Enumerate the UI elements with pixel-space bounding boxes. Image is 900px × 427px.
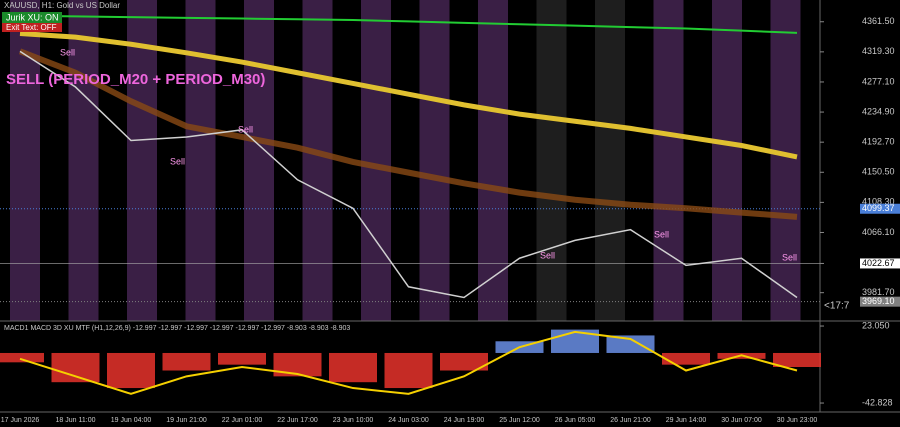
y-tick-label: 4361.50 bbox=[862, 16, 895, 26]
histogram-bar bbox=[273, 352, 322, 377]
price-box bbox=[860, 258, 900, 269]
sell-label: Sell bbox=[170, 156, 185, 166]
sell-label: Sell bbox=[60, 47, 75, 57]
toggle-bg[interactable] bbox=[2, 23, 62, 32]
histogram-bar bbox=[162, 352, 211, 371]
histogram-bar bbox=[0, 352, 44, 363]
x-tick-label: 25 Jun 12:00 bbox=[499, 417, 540, 424]
session-stripe bbox=[127, 0, 157, 321]
session-stripe bbox=[302, 0, 333, 321]
macd-title: MACD1 MACD 3D XU MTF (H1,12,26,9) -12.99… bbox=[4, 325, 350, 332]
x-tick-label: 17 Jun 2026 bbox=[1, 417, 40, 424]
sell-label: Sell bbox=[238, 124, 253, 134]
x-tick-label: 26 Jun 05:00 bbox=[555, 417, 596, 424]
histogram-bar bbox=[606, 335, 655, 353]
y-tick-label: 4108.30 bbox=[862, 197, 895, 207]
session-stripe bbox=[536, 0, 567, 321]
session-stripe bbox=[185, 0, 216, 321]
series-line bbox=[19, 50, 798, 299]
session-stripe bbox=[712, 0, 742, 321]
toggle-bg[interactable] bbox=[2, 12, 62, 23]
y-tick-label: 4277.10 bbox=[862, 76, 895, 86]
histogram-bar bbox=[218, 352, 266, 365]
price-box bbox=[860, 203, 900, 214]
series-line bbox=[19, 14, 798, 34]
series-line bbox=[18, 48, 798, 220]
symbol-title: XAUUSD, H1: Gold vs US Dollar bbox=[4, 1, 120, 10]
sell-label: Sell bbox=[540, 250, 555, 260]
price-box bbox=[860, 296, 900, 307]
y-tick-label: -42.828 bbox=[862, 397, 893, 407]
y-tick-label: 4022.67 bbox=[862, 258, 895, 268]
y-tick-label: 4234.90 bbox=[862, 106, 895, 116]
signal-text: SELL (PERIOD_M20 + PERIOD_M30) bbox=[6, 71, 265, 88]
histogram-bar bbox=[662, 352, 710, 365]
histogram-bar bbox=[773, 352, 821, 367]
x-tick-label: 19 Jun 04:00 bbox=[111, 417, 152, 424]
histogram-bar bbox=[107, 352, 155, 389]
session-stripe bbox=[10, 0, 40, 321]
x-tick-label: 22 Jun 01:00 bbox=[222, 417, 263, 424]
x-tick-label: 22 Jun 17:00 bbox=[277, 417, 318, 424]
histogram-bar bbox=[329, 352, 377, 383]
x-tick-label: 24 Jun 03:00 bbox=[388, 417, 429, 424]
y-tick-label: 23.050 bbox=[862, 320, 890, 330]
toggle[interactable]: Jurik XU: ON bbox=[6, 12, 59, 22]
series-line bbox=[19, 31, 798, 160]
signal-line bbox=[19, 330, 798, 395]
x-tick-label: 26 Jun 21:00 bbox=[610, 417, 651, 424]
session-stripe bbox=[653, 0, 684, 321]
price-label: 3969.10 bbox=[862, 296, 895, 306]
y-tick-label: 4066.10 bbox=[862, 227, 895, 237]
x-tick-label: 30 Jun 07:00 bbox=[721, 417, 762, 424]
sell-label: Sell bbox=[782, 252, 797, 262]
session-stripe bbox=[68, 0, 99, 321]
y-tick-label: 4150.50 bbox=[862, 167, 895, 177]
histogram-bar bbox=[440, 352, 488, 371]
sell-label: Sell bbox=[654, 229, 669, 239]
session-stripe bbox=[361, 0, 391, 321]
session-stripe bbox=[478, 0, 508, 321]
y-tick-label: 4192.70 bbox=[862, 137, 895, 147]
histogram-bar bbox=[384, 352, 433, 389]
y-tick-label: 3981.70 bbox=[862, 287, 895, 297]
x-tick-label: 30 Jun 23:00 bbox=[777, 417, 818, 424]
session-stripe bbox=[419, 0, 450, 321]
x-tick-label: 29 Jun 14:00 bbox=[666, 417, 707, 424]
x-tick-label: 18 Jun 11:00 bbox=[56, 417, 96, 424]
x-tick-label: 24 Jun 19:00 bbox=[444, 417, 485, 424]
price-label: 4099.37 bbox=[862, 203, 895, 213]
y-tick-label: 4319.30 bbox=[862, 46, 895, 56]
session-stripe bbox=[770, 0, 801, 321]
histogram-bar bbox=[51, 352, 100, 383]
timer: <17:7 bbox=[824, 301, 850, 312]
x-tick-label: 23 Jun 10:00 bbox=[333, 417, 374, 424]
x-tick-label: 19 Jun 21:00 bbox=[166, 417, 207, 424]
toggle[interactable]: Exit Text: OFF bbox=[6, 23, 57, 32]
session-stripe bbox=[595, 0, 625, 321]
session-stripe bbox=[244, 0, 274, 321]
